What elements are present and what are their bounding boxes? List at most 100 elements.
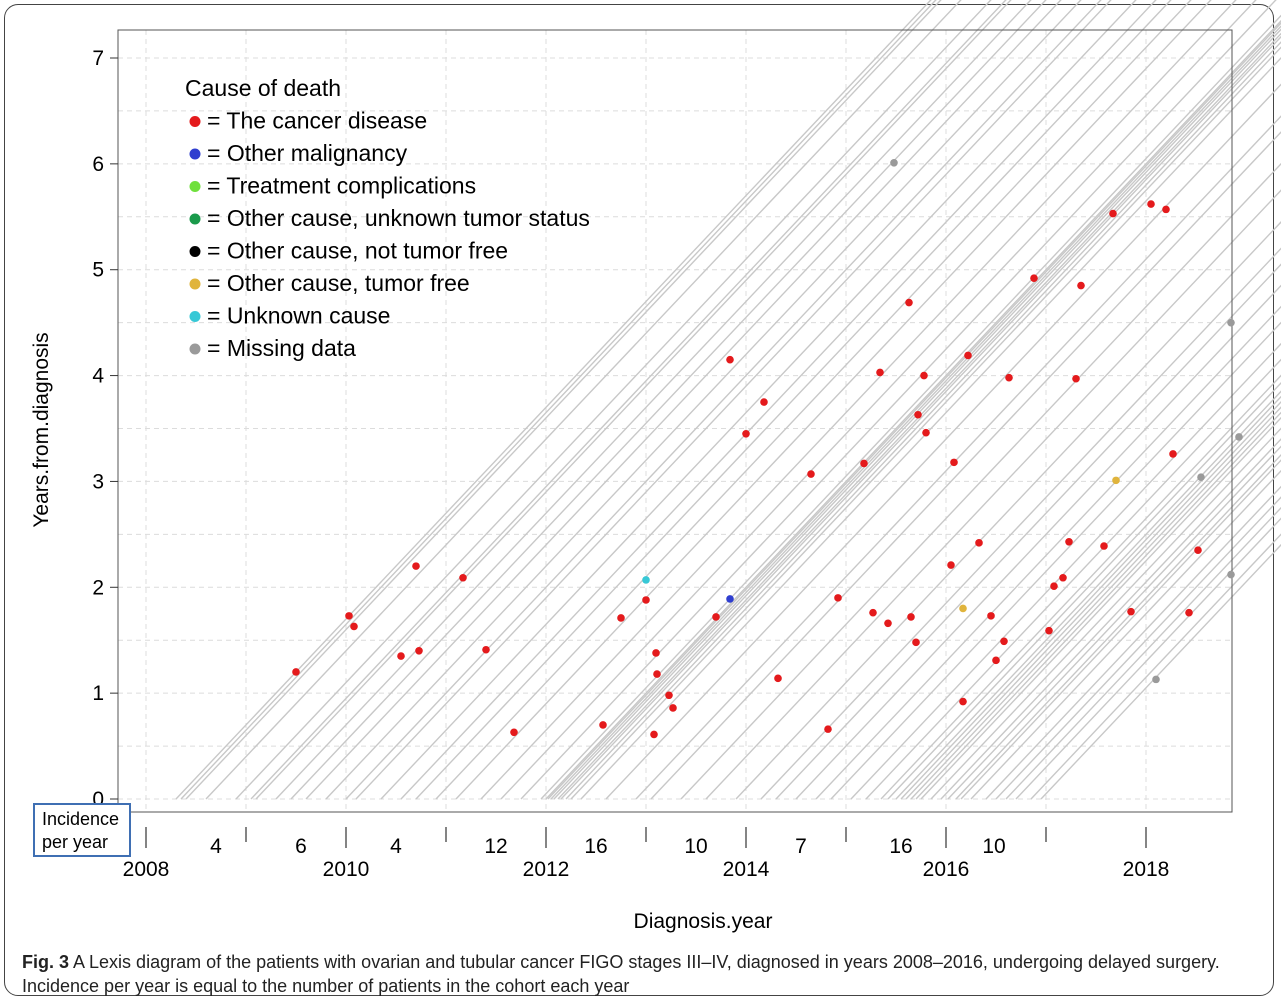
y-tick-label: 5	[92, 259, 104, 282]
legend-entry-label: = Missing data	[207, 335, 356, 361]
x-tick-label: 2014	[723, 858, 770, 881]
lifeline	[205, 0, 962, 800]
lifeline	[180, 0, 937, 800]
incidence-count-label: 12	[484, 835, 507, 858]
lifeline	[550, 25, 1281, 800]
data-point	[652, 649, 660, 657]
data-point	[726, 355, 734, 364]
data-point	[350, 622, 358, 631]
data-point	[890, 158, 898, 167]
lifeline	[735, 221, 1281, 800]
lifeline	[970, 469, 1281, 800]
data-point	[987, 612, 995, 620]
incidence-per-year-box: Incidence per year	[33, 803, 131, 857]
incidence-count-label: 10	[684, 835, 707, 858]
data-point	[650, 730, 658, 739]
data-point	[292, 668, 300, 676]
lifeline	[345, 0, 1102, 800]
data-point	[510, 728, 518, 737]
data-point	[642, 576, 650, 584]
data-point	[669, 704, 677, 712]
lifeline	[325, 0, 1082, 800]
data-point	[1162, 205, 1170, 214]
incidence-count-label: 4	[390, 835, 402, 858]
lifeline	[185, 0, 942, 800]
data-point	[742, 429, 750, 438]
data-point	[1235, 433, 1243, 441]
incidence-count-label: 16	[584, 835, 607, 858]
data-point	[1045, 626, 1053, 635]
data-point	[1112, 476, 1120, 485]
lifeline	[380, 0, 1137, 800]
data-point	[1077, 281, 1085, 290]
legend-entry-label: = Other cause, unknown tumor status	[207, 205, 590, 231]
legend-marker	[189, 343, 201, 355]
lifeline	[570, 46, 1281, 800]
lifeline	[900, 395, 1281, 800]
data-point	[1127, 607, 1135, 616]
incidence-count-label: 10	[982, 835, 1005, 858]
lifeline	[435, 0, 1192, 800]
data-point	[1000, 637, 1008, 646]
lifeline	[760, 247, 1281, 800]
legend-marker	[189, 311, 201, 322]
data-point	[1185, 608, 1193, 617]
data-point	[824, 725, 832, 733]
lifeline	[795, 284, 1281, 800]
incidence-count-label: 4	[210, 835, 222, 858]
data-point	[1194, 546, 1202, 555]
lifeline	[305, 0, 1062, 800]
legend-entry-label: = Unknown cause	[207, 303, 390, 329]
caption-label: Fig. 3	[22, 952, 70, 972]
lifeline	[565, 41, 1281, 800]
legend: Cause of death = The cancer disease = Othe…	[185, 75, 590, 361]
lifeline	[680, 162, 1281, 800]
data-point	[1065, 537, 1073, 546]
data-point	[726, 595, 734, 603]
data-point	[459, 573, 467, 582]
lifeline	[455, 0, 1212, 800]
x-tick-label: 2016	[923, 858, 970, 881]
lifeline	[1030, 533, 1281, 800]
y-tick-label: 2	[92, 576, 104, 599]
data-point	[1059, 573, 1067, 582]
data-point	[920, 371, 928, 380]
data-point	[1005, 373, 1013, 382]
data-point	[1100, 542, 1108, 550]
data-point	[959, 697, 967, 706]
lifeline	[650, 131, 1281, 800]
lifeline	[500, 0, 1257, 800]
data-point	[905, 298, 913, 307]
legend-entry-label: = The cancer disease	[207, 108, 427, 134]
lifeline	[235, 0, 992, 800]
data-point	[992, 656, 1000, 665]
data-point	[1030, 274, 1038, 282]
x-tick-label: 2010	[323, 858, 370, 881]
data-point	[834, 594, 842, 602]
data-point	[760, 398, 768, 406]
y-axis: 0 1 2 3 4 5 6 7	[92, 47, 118, 811]
lifeline	[705, 189, 1281, 800]
data-point	[712, 613, 720, 621]
data-point	[950, 458, 958, 467]
data-point	[1147, 200, 1155, 208]
lifeline	[775, 263, 1281, 800]
lifeline	[995, 496, 1281, 800]
plot-border	[117, 29, 1233, 813]
data-point	[975, 539, 983, 547]
y-tick-label: 4	[92, 365, 104, 388]
lifelines	[175, 0, 1281, 800]
data-point	[1197, 473, 1205, 481]
lifeline	[580, 56, 1281, 800]
lifeline	[910, 406, 1281, 800]
legend-entry-label: = Other cause, not tumor free	[207, 238, 508, 264]
lifeline	[415, 0, 1172, 800]
data-point	[642, 596, 650, 604]
data-point	[869, 608, 877, 617]
data-point	[599, 721, 607, 729]
lifeline	[920, 416, 1281, 800]
lifeline	[540, 14, 1281, 800]
incidence-label-line1: Incidence	[42, 809, 120, 829]
y-tick-label: 6	[92, 153, 104, 176]
